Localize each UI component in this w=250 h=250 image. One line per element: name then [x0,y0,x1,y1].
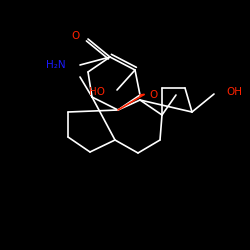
Text: O: O [150,90,158,100]
Text: OH: OH [226,87,242,97]
Text: O: O [72,31,80,41]
Text: HO: HO [89,87,105,97]
Text: H₂N: H₂N [46,60,66,70]
